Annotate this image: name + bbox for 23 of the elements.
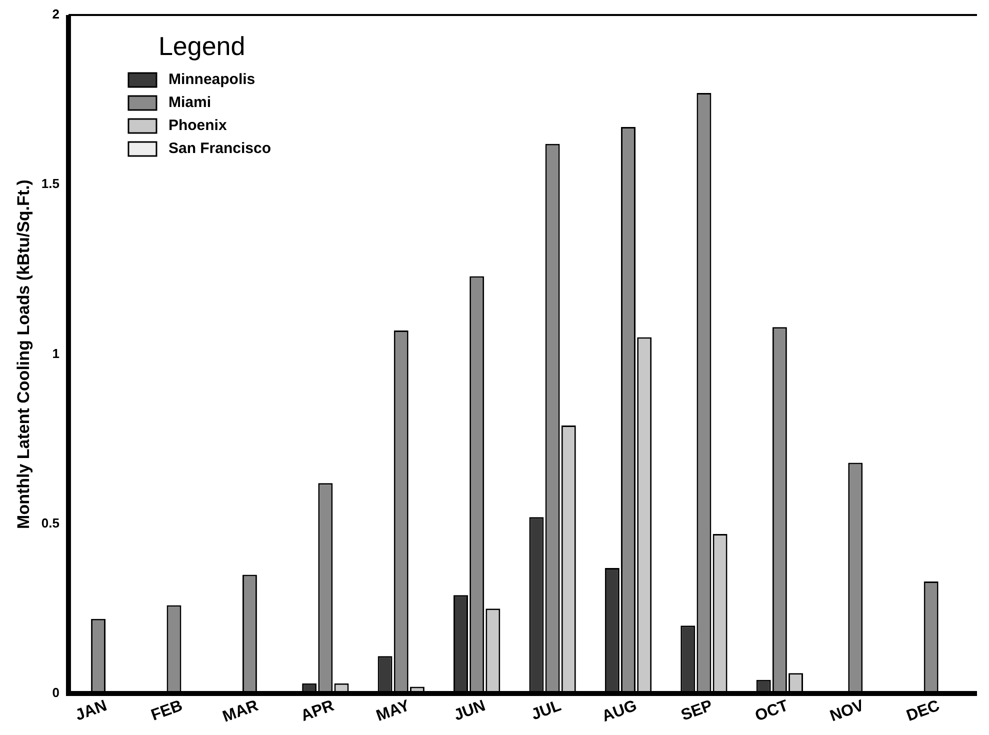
x-tick-label: DEC — [904, 697, 942, 725]
x-tick-label: NOV — [828, 697, 867, 726]
y-tick-label: 1 — [52, 346, 60, 361]
y-tick-label: 0.5 — [41, 515, 60, 530]
x-tick-label: MAY — [374, 697, 412, 726]
x-tick-label: MAR — [220, 697, 262, 726]
y-tick-label: 2 — [52, 6, 60, 22]
y-axis-title: Monthly Latent Cooling Loads (kBtu/Sq.Ft.) — [14, 180, 33, 529]
y-tick-label: 0 — [52, 685, 60, 700]
legend-label: Miami — [168, 94, 211, 112]
legend-title: Legend — [158, 31, 246, 62]
x-tick-label: APR — [298, 697, 337, 725]
x-tick-label: JUL — [529, 697, 564, 724]
x-tick-label: FEB — [149, 697, 185, 724]
legend-label: San Francisco — [168, 140, 272, 158]
x-tick-label: JUN — [452, 697, 488, 724]
x-tick-label: SEP — [679, 697, 716, 724]
legend-label: Minneapolis — [168, 71, 256, 88]
y-tick-label: 1.5 — [41, 176, 60, 192]
x-tick-label: OCT — [753, 697, 791, 725]
x-tick-label: JAN — [73, 697, 110, 724]
legend-label: Phoenix — [168, 117, 228, 134]
x-tick-label: AUG — [600, 697, 640, 726]
